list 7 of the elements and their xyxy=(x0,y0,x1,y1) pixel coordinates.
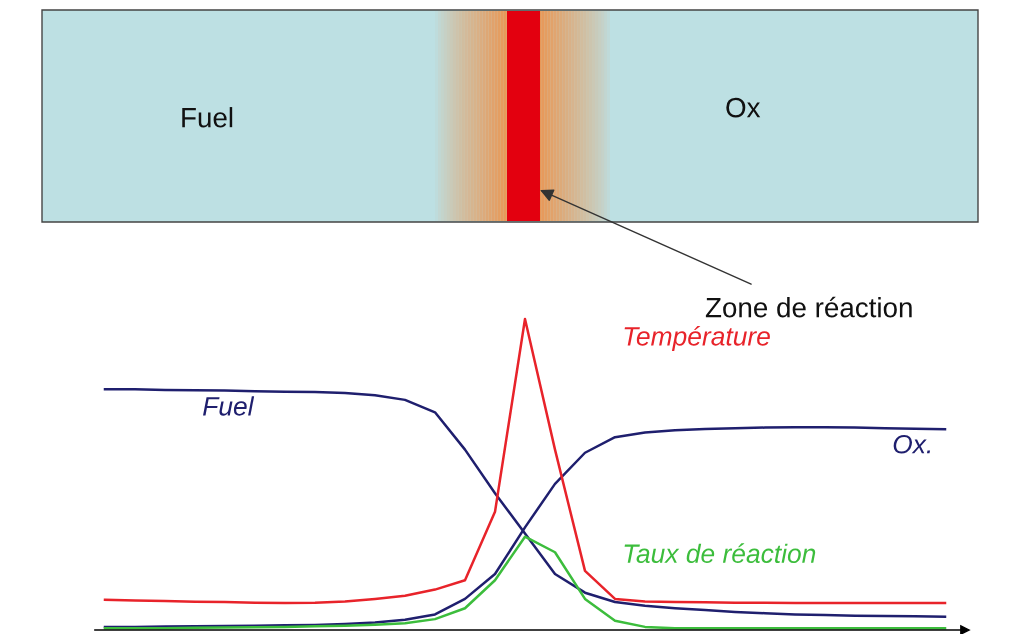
series-label: Fuel xyxy=(203,396,255,416)
text: Température xyxy=(624,325,770,351)
series-label: Ox. xyxy=(893,434,931,454)
text: Ox xyxy=(726,97,761,118)
text: Zone de réaction xyxy=(705,296,912,318)
text: Fuel xyxy=(182,107,233,128)
series-label: Taux de réaction xyxy=(624,543,816,564)
